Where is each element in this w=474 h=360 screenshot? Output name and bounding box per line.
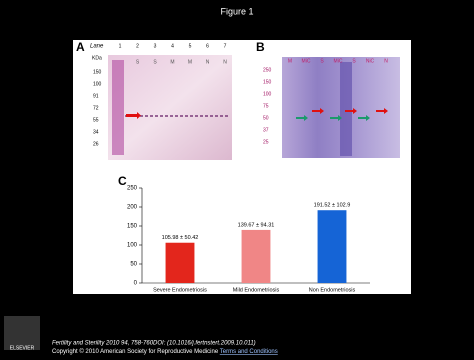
lane-label: S	[352, 58, 356, 64]
y-tick-label: 0	[134, 281, 138, 287]
marker-label: 50	[263, 115, 269, 121]
x-tick-label: Mild Endometriosis	[233, 287, 280, 293]
lane-group: M	[170, 59, 174, 65]
lane-label: MiC	[334, 58, 343, 64]
marker-label: 100	[93, 81, 102, 87]
lane-label: M	[288, 58, 292, 64]
x-tick-label: Severe Endometriosis	[153, 287, 207, 293]
marker-label: 37	[263, 127, 269, 133]
lane-number: 3	[154, 43, 157, 49]
x-tick-label: Non Endometriosis	[309, 287, 356, 293]
lane-number: 6	[206, 43, 209, 49]
arrow	[126, 112, 141, 119]
y-tick-label: 100	[127, 243, 138, 249]
gel-image-a	[108, 55, 232, 160]
y-tick-label: 150	[127, 224, 138, 230]
y-tick-label: 250	[127, 186, 138, 192]
marker-label: 250	[263, 67, 272, 73]
marker-label: 55	[93, 117, 99, 123]
marker-label: 91	[93, 93, 99, 99]
lane-label: N	[384, 58, 388, 64]
marker-label: 75	[263, 103, 269, 109]
bar	[317, 210, 347, 283]
lane-group: S	[153, 59, 157, 65]
marker-label: 150	[263, 79, 272, 85]
lane-number: 7	[224, 43, 227, 49]
gel-marker-lane	[112, 60, 124, 155]
marker-unit: KDa	[92, 55, 102, 61]
gel-dark-lane	[340, 62, 352, 156]
value-label: 139.67 ± 94.31	[238, 222, 275, 228]
terms-link[interactable]: Terms and Conditions	[220, 349, 278, 355]
marker-label: 25	[263, 139, 269, 145]
publisher-name: ELSEVIER	[10, 345, 35, 351]
citation: Fertility and Sterility 2010 94, 758-760…	[52, 341, 256, 347]
lane-label: S	[320, 58, 324, 64]
marker-label: 150	[93, 69, 102, 75]
lane-group: S	[136, 59, 140, 65]
copyright-text: Copyright © 2010 American Society for Re…	[52, 348, 219, 355]
marker-label: 26	[93, 141, 99, 147]
bar	[241, 229, 271, 283]
value-label: 105.98 ± 50.42	[162, 235, 199, 241]
arrow	[296, 115, 370, 121]
lane-title: Lane	[90, 44, 104, 50]
lane-number: 2	[136, 43, 139, 49]
lane-number: 1	[119, 43, 122, 49]
lane-number: 5	[189, 43, 192, 49]
lane-group: N	[223, 59, 227, 65]
value-label: 191.52 ± 102.9	[314, 203, 351, 209]
lane-number: 4	[171, 43, 174, 49]
lane-label: NiC	[366, 58, 375, 64]
figure-title: Figure 1	[220, 6, 253, 16]
y-tick-label: 200	[127, 205, 138, 211]
panel-label: A	[76, 40, 85, 54]
lane-label: MiC	[302, 58, 311, 64]
arrow	[312, 108, 388, 114]
panel-label: C	[118, 174, 127, 188]
marker-label: 72	[93, 105, 99, 111]
copyright: Copyright © 2010 American Society for Re…	[52, 348, 278, 355]
panel-label: B	[256, 40, 265, 54]
y-tick-label: 50	[130, 262, 137, 268]
lane-group: M	[188, 59, 192, 65]
marker-label: 34	[93, 129, 99, 135]
lane-group: N	[206, 59, 210, 65]
publisher-logo	[4, 316, 40, 350]
bar	[165, 242, 195, 283]
marker-label: 100	[263, 91, 272, 97]
